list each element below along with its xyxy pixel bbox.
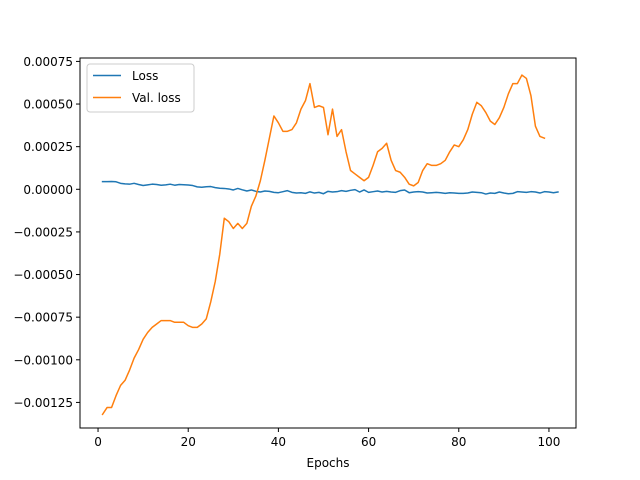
y-tick-label: −0.00025 xyxy=(13,225,73,239)
x-tick-label: 20 xyxy=(181,435,196,449)
y-tick-label: 0.00025 xyxy=(23,140,73,154)
x-tick-label: 60 xyxy=(361,435,376,449)
plot-frame xyxy=(79,57,577,429)
legend-label-val-loss: Val. loss xyxy=(132,91,181,105)
y-tick-label: 0.00075 xyxy=(23,55,73,69)
series-line-loss xyxy=(101,180,559,195)
x-tick-label: 100 xyxy=(537,435,560,449)
y-tick-label: 0.00000 xyxy=(23,183,73,197)
x-axis-label: Epochs xyxy=(307,456,350,470)
x-tick-label: 80 xyxy=(451,435,466,449)
series-layer xyxy=(101,74,559,416)
y-tick-label: −0.00125 xyxy=(13,396,73,410)
x-axis: 0 20 40 60 80 100 xyxy=(94,428,560,449)
series-line-val-loss xyxy=(101,74,546,416)
y-axis: −0.00125 −0.00100 −0.00075 −0.00050 −0.00025… xyxy=(13,55,80,410)
x-tick-label: 0 xyxy=(94,435,102,449)
legend-label-loss: Loss xyxy=(132,69,158,83)
y-tick-label: −0.00100 xyxy=(13,353,73,367)
x-tick-label: 40 xyxy=(271,435,286,449)
y-tick-label: 0.00050 xyxy=(23,98,73,112)
y-tick-label: −0.00075 xyxy=(13,311,73,325)
y-tick-label: −0.00050 xyxy=(13,268,73,282)
legend: Loss Val. loss xyxy=(86,63,195,113)
